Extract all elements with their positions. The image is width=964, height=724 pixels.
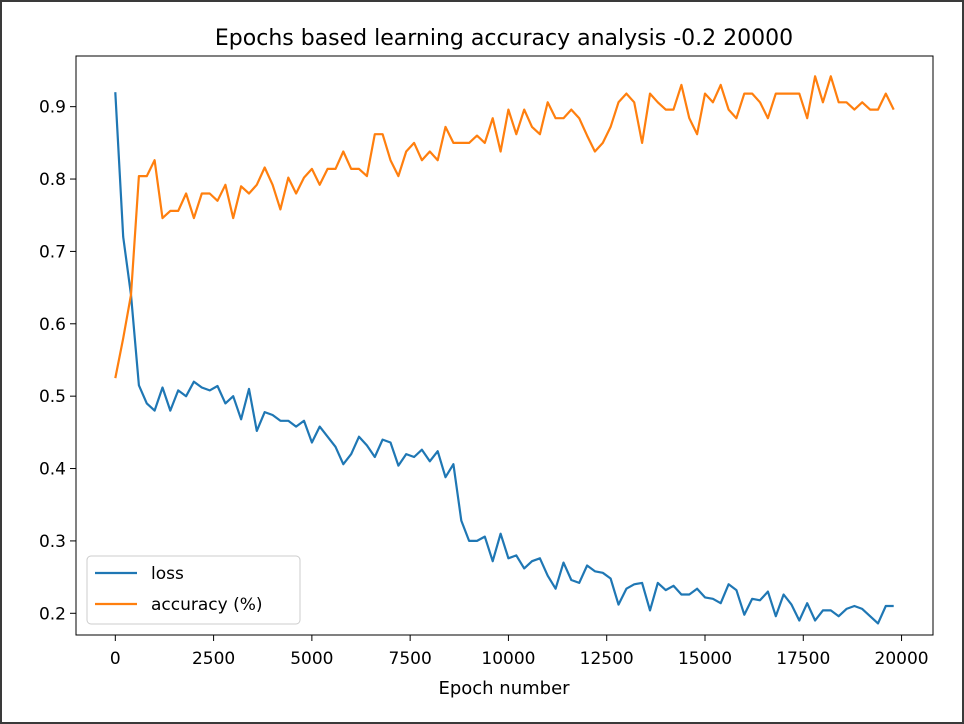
x-tick-label: 10000 xyxy=(481,649,535,669)
series-line-accuracy xyxy=(114,75,895,379)
chart-title: Epochs based learning accuracy analysis … xyxy=(215,26,793,51)
y-tick-label: 0.5 xyxy=(39,387,66,407)
x-tick-label: 20000 xyxy=(875,649,929,669)
y-tick-label: 0.6 xyxy=(39,315,66,335)
x-tick-label: 5000 xyxy=(290,649,333,669)
legend-label: loss xyxy=(151,564,184,584)
legend: loss accuracy (%) xyxy=(86,555,301,625)
x-tick-label: 17500 xyxy=(776,649,830,669)
y-tick-label: 0.4 xyxy=(39,460,66,480)
x-tick-label: 2500 xyxy=(192,649,235,669)
y-tick-label: 0.3 xyxy=(39,532,66,552)
legend-box xyxy=(86,555,301,625)
y-tick-label: 0.2 xyxy=(39,604,66,624)
y-tick-label: 0.7 xyxy=(39,242,66,262)
x-tick-label: 7500 xyxy=(389,649,432,669)
x-tick-label: 12500 xyxy=(580,649,634,669)
x-tick-label: 15000 xyxy=(678,649,732,669)
series-line-loss xyxy=(114,92,894,625)
y-tick-label: 0.9 xyxy=(39,98,66,118)
x-axis-label: Epoch number xyxy=(438,678,570,699)
series-layer xyxy=(114,75,895,625)
plot-area xyxy=(75,55,934,636)
y-axis: 0.2 0.3 0.4 0.5 0.6 0.7 0.8 0.9 xyxy=(39,98,76,624)
y-tick-label: 0.8 xyxy=(39,170,66,190)
x-axis: 0 2500 5000 7500 10000 12500 15000 17500 20000 xyxy=(110,635,929,669)
x-tick-label: 0 xyxy=(110,649,121,669)
legend-label: accuracy (%) xyxy=(151,595,263,615)
